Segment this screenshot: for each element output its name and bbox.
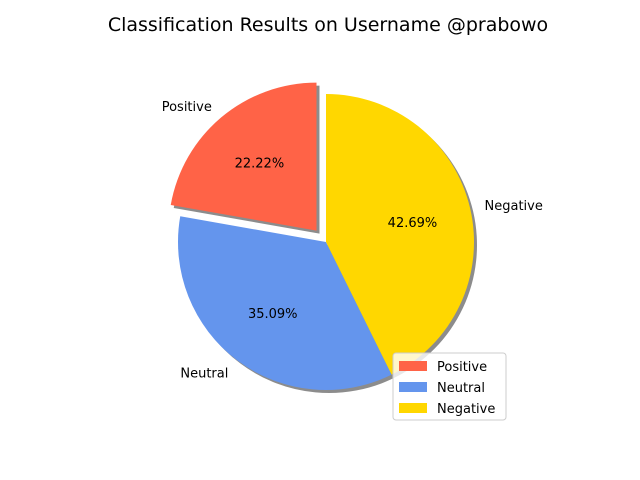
legend-swatch-positive xyxy=(399,361,427,371)
slice-label-neutral: Neutral xyxy=(180,366,228,381)
legend-label-neutral: Neutral xyxy=(437,381,485,396)
percent-label-positive: 22.22% xyxy=(235,157,285,172)
slice-labels: Positive 22.22% Neutral 35.09% Negative 42.69… xyxy=(162,100,543,381)
percent-label-negative: 42.69% xyxy=(388,216,438,231)
pie-slice-neutral xyxy=(178,216,392,390)
pie-slices xyxy=(170,82,475,390)
legend-label-positive: Positive xyxy=(437,360,487,375)
slice-label-negative: Negative xyxy=(485,199,543,214)
legend-swatch-negative xyxy=(399,403,427,413)
pie-slice-positive xyxy=(170,82,317,231)
pie-slice-negative xyxy=(326,94,475,375)
slice-label-positive: Positive xyxy=(162,100,212,115)
legend-label-negative: Negative xyxy=(437,402,495,417)
legend: Positive Neutral Negative xyxy=(392,352,507,421)
percent-label-neutral: 35.09% xyxy=(248,307,298,322)
legend-swatch-neutral xyxy=(399,382,427,392)
chart-title: Classification Results on Username @prab… xyxy=(108,14,548,36)
